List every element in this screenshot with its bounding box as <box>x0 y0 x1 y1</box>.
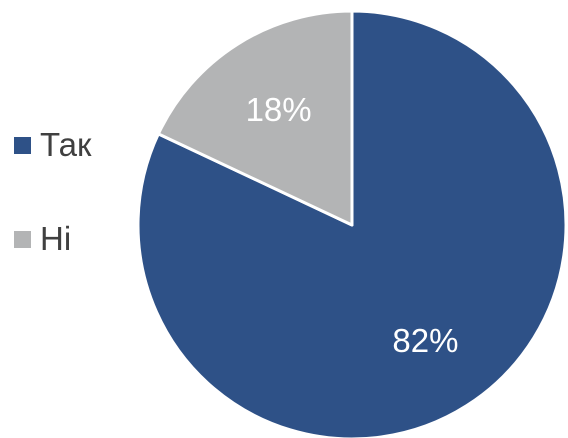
legend-swatch-1 <box>14 136 31 154</box>
chart-legend: Так Ні <box>14 128 124 316</box>
pie-slice-1 <box>136 9 568 438</box>
legend-label-2: Ні <box>40 220 72 257</box>
legend-label-1: Так <box>40 126 92 163</box>
legend-item-2: Ні <box>14 222 124 256</box>
pie-slice-2 <box>156 9 354 227</box>
data-label-2: 18% <box>246 91 312 128</box>
data-label-1: 82% <box>392 322 458 359</box>
legend-item-1: Так <box>14 128 124 162</box>
legend-swatch-2 <box>14 230 31 248</box>
